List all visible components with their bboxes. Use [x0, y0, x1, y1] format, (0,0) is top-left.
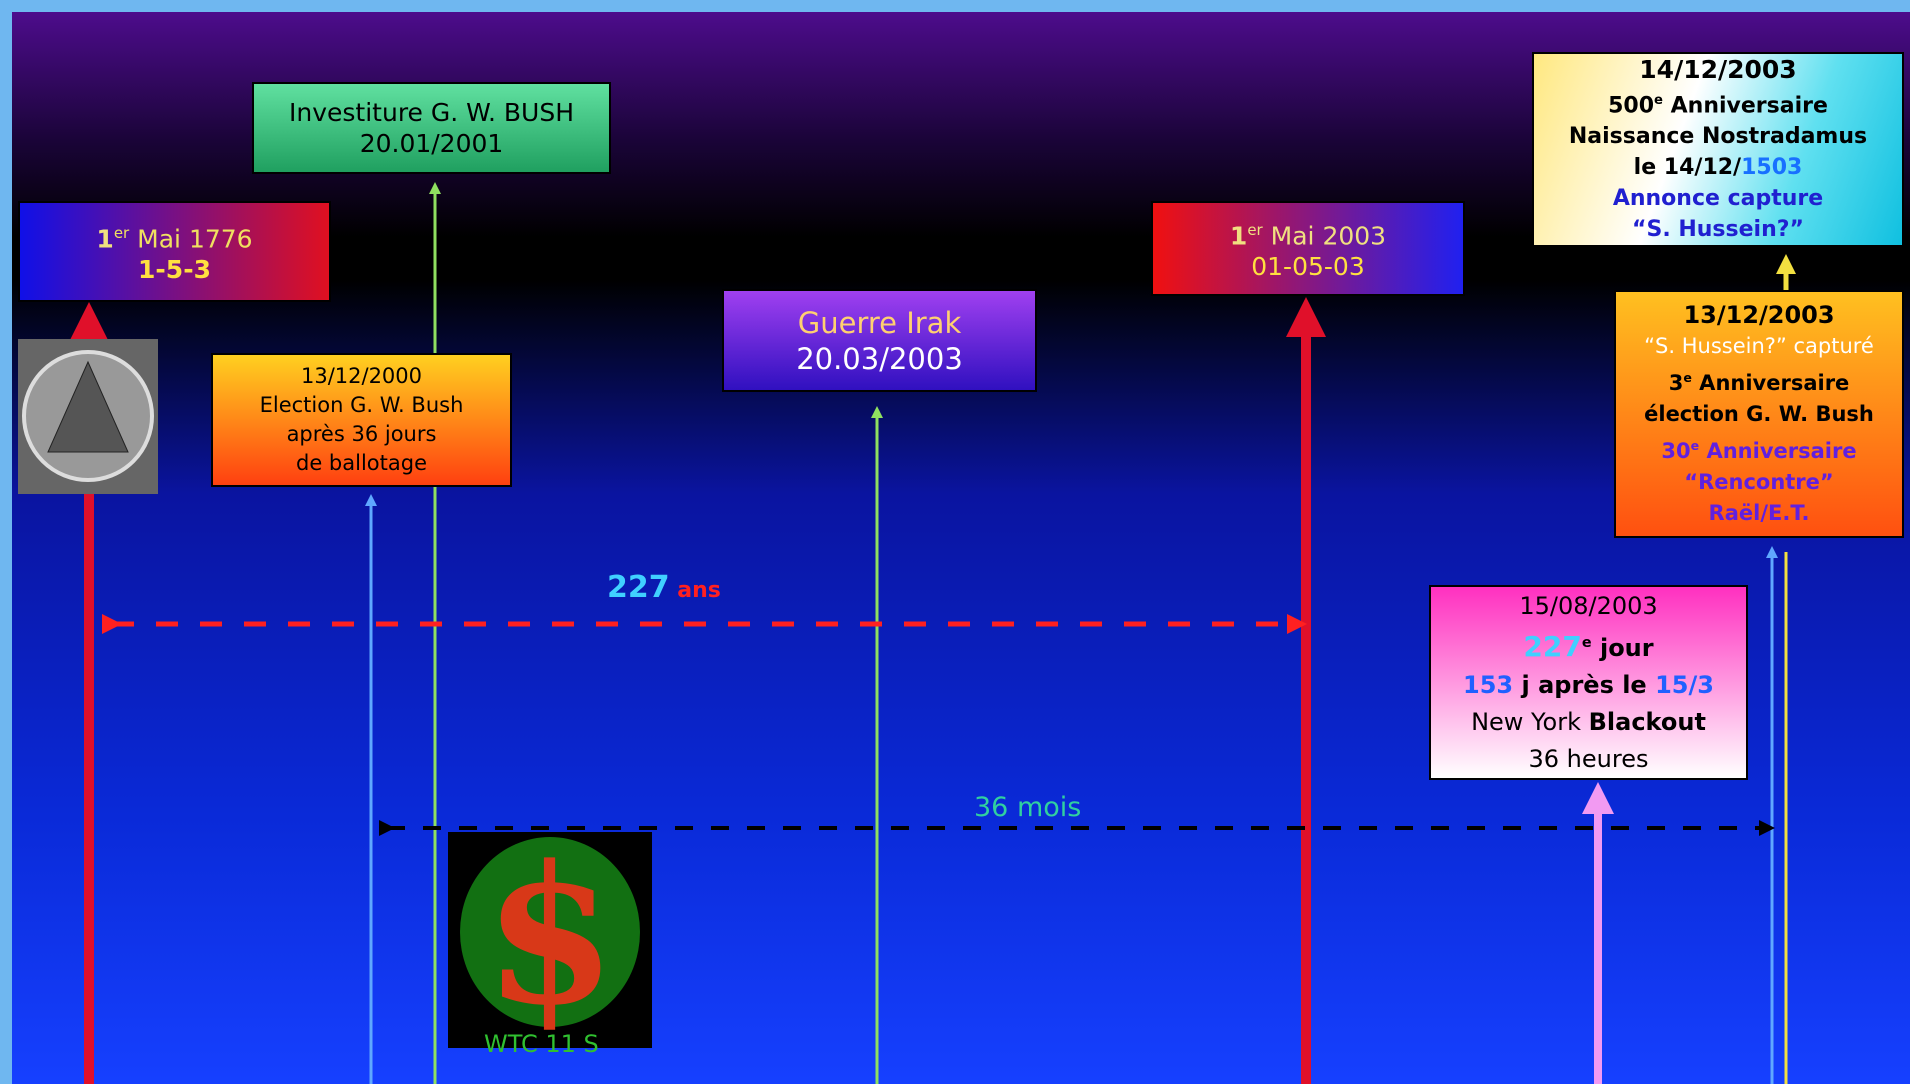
- box-line: 1er Mai 2003: [1153, 215, 1463, 251]
- box-line: Raël/E.T.: [1708, 500, 1810, 525]
- box-line: 36 heures: [1528, 744, 1649, 773]
- text: Anniversaire: [1699, 438, 1857, 463]
- svg-text:$: $: [484, 824, 616, 1047]
- box-line: 1-5-3: [20, 254, 329, 285]
- box-line: “S. Hussein?”: [1632, 217, 1804, 243]
- span-label: 227 ans: [607, 570, 721, 605]
- lines: $: [18, 182, 1796, 1084]
- box-line: 153 j après le 15/3: [1431, 667, 1746, 704]
- text: Mai 1776: [129, 224, 253, 254]
- text: er: [113, 223, 130, 242]
- box-line: “S. Hussein?” capturé: [1644, 333, 1874, 358]
- text: 153: [1463, 670, 1514, 699]
- text: 1-5-3: [138, 255, 211, 285]
- box-line: 14/12/2003: [1639, 54, 1797, 84]
- box-line: après 36 jours: [286, 422, 437, 446]
- box: 13/12/2000 Election G. W. Bush après 36 …: [211, 353, 512, 487]
- text: New York: [1471, 707, 1589, 736]
- box-line: le 14/12/1503: [1534, 152, 1902, 183]
- text: 1503: [1741, 155, 1803, 181]
- box-line: New York Blackout: [1431, 704, 1746, 741]
- text: 3: [1668, 370, 1684, 395]
- text: e: [1654, 92, 1663, 108]
- span-label: 36 mois: [974, 792, 1082, 823]
- seal: [18, 339, 158, 494]
- text: Anniversaire: [1662, 93, 1828, 119]
- text: Mai 2003: [1262, 221, 1387, 251]
- text: er: [1247, 220, 1263, 239]
- box-line: 15/08/2003: [1519, 591, 1658, 620]
- image-caption: WTC 11 S: [484, 1030, 599, 1058]
- box-line: 1er Mai 1776: [20, 218, 329, 254]
- text: 01-05-03: [1251, 252, 1365, 282]
- box-line: 20.01/2001: [359, 129, 504, 158]
- text: 30: [1661, 438, 1691, 463]
- box-line: de ballotage: [296, 451, 427, 475]
- text: 227: [1523, 629, 1582, 663]
- box-line: 3e Anniversaire: [1616, 362, 1902, 399]
- box-line: Naissance Nostradamus: [1568, 124, 1868, 150]
- box-line: “Rencontre”: [1684, 469, 1834, 494]
- wtc-image: $: [448, 824, 652, 1048]
- text: 500: [1608, 93, 1655, 119]
- text: jour: [1591, 633, 1654, 662]
- box-line: 13/12/2003: [1683, 300, 1835, 329]
- text: ans: [669, 578, 721, 603]
- box-line: 01-05-03: [1153, 251, 1463, 282]
- text: 227: [607, 570, 670, 605]
- box-line: Annonce capture: [1612, 186, 1824, 212]
- box-line: 500e Anniversaire: [1534, 85, 1902, 121]
- box-line: élection G. W. Bush: [1644, 401, 1874, 426]
- box: Guerre Irak 20.03/2003: [722, 289, 1037, 392]
- box-line: Election G. W. Bush: [259, 393, 464, 417]
- text: e: [1683, 369, 1692, 385]
- text: 15/3: [1655, 670, 1714, 699]
- box-line: Guerre Irak: [797, 305, 962, 340]
- text: e: [1690, 437, 1700, 453]
- text: e: [1581, 634, 1592, 651]
- box: 1er Mai 1776 1-5-3: [18, 201, 331, 302]
- box-line: 13/12/2000: [300, 364, 423, 388]
- text: le 14/12/: [1633, 155, 1742, 181]
- box: 14/12/2003 500e Anniversaire Naissance N…: [1532, 52, 1904, 247]
- box: 1er Mai 2003 01-05-03: [1151, 201, 1465, 296]
- box: 13/12/2003 “S. Hussein?” capturé 3e Anni…: [1614, 290, 1904, 538]
- box: 15/08/2003 227e jour 153 j après le 15/3…: [1429, 585, 1748, 780]
- box-line: 227e jour: [1431, 625, 1746, 667]
- box-line: 20.03/2003: [796, 341, 963, 376]
- box-line: Investiture G. W. BUSH: [289, 98, 574, 127]
- text: 1: [96, 224, 114, 254]
- text: 1: [1229, 221, 1248, 251]
- box-line: 30e Anniversaire: [1616, 430, 1902, 467]
- box: Investiture G. W. BUSH 20.01/2001: [252, 82, 611, 174]
- text: Anniversaire: [1691, 370, 1850, 395]
- timeline: $ 1er Mai 1776 1-5-3 Investiture G. W. B…: [12, 12, 1910, 1084]
- text: Blackout: [1588, 707, 1706, 736]
- text: j après le: [1513, 670, 1656, 699]
